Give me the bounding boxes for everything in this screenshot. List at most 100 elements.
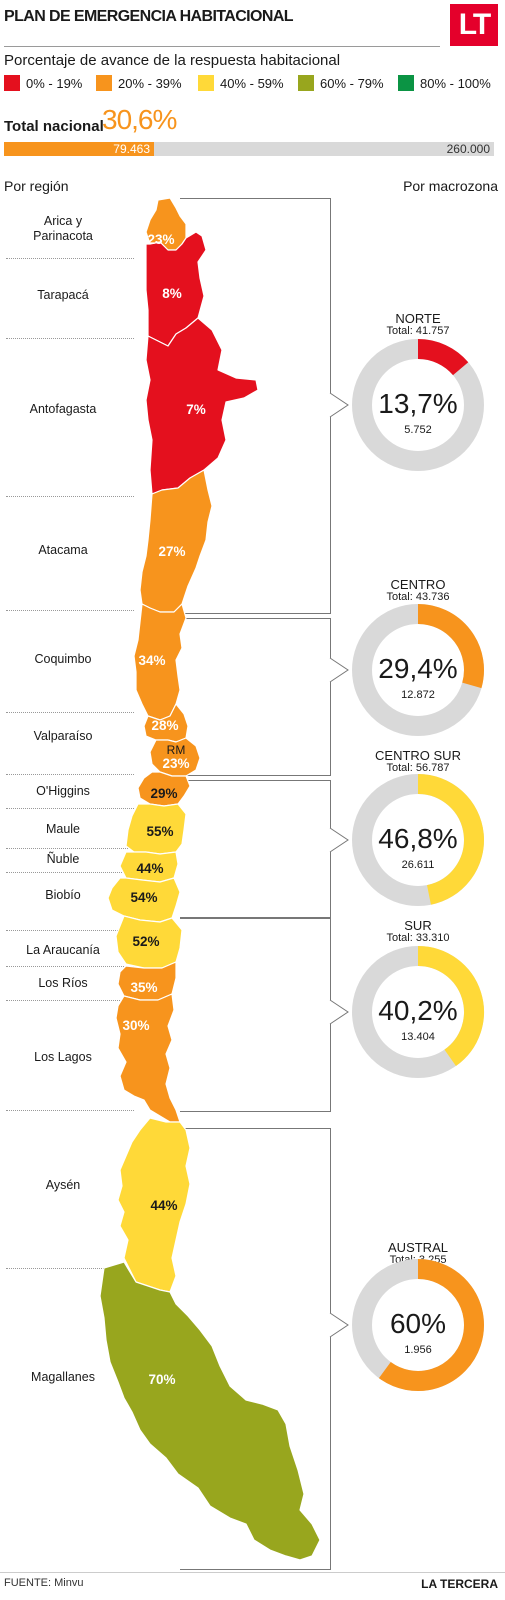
national-progress-fill [4, 142, 154, 156]
region-name-antofagasta: Antofagasta [29, 402, 97, 416]
legend-item: 20% - 39% [96, 75, 182, 93]
footer-divider [0, 1572, 505, 1573]
donut-arc-sur [417, 946, 484, 1066]
region-separator [6, 966, 134, 967]
donut-done-austral: 1.956 [404, 1344, 432, 1356]
map-region-nuble [119, 851, 179, 883]
legend-label: 80% - 100% [420, 76, 491, 91]
map-label-rm: 23% [162, 756, 189, 771]
map-label-los-rios: 35% [130, 980, 157, 995]
map-region-atacama [139, 469, 213, 613]
macrozone-total-centro: Total: 43.736 [386, 591, 450, 603]
region-separator [6, 774, 134, 775]
legend-swatch [298, 75, 314, 91]
map-region-antofagasta [145, 317, 259, 495]
legend-swatch [4, 75, 20, 91]
macrozone-name-centro: CENTRO [390, 577, 446, 592]
region-name-arica-y-parinacota: Arica y Parinacota [33, 214, 93, 243]
map-region-ohiggins [137, 771, 191, 807]
map-label-la-araucania: 52% [132, 934, 159, 949]
donut-percent-norte: 13,7% [378, 388, 457, 419]
donut-percent-austral: 60% [390, 1308, 446, 1339]
region-separator [6, 872, 134, 873]
macrozone-name-norte: NORTE [395, 311, 441, 326]
region-name-maule: Maule [45, 822, 81, 836]
by-macrozone-header: Por macrozona [403, 178, 498, 194]
legend-swatch [398, 75, 414, 91]
legend-swatch [198, 75, 214, 91]
region-name-tarapaca: Tarapacá [37, 288, 89, 302]
region-separator [6, 610, 134, 611]
region-separator [6, 848, 134, 849]
map-region-coquimbo [133, 603, 187, 721]
map-label-nuble: 44% [136, 861, 163, 876]
donut-percent-centro-sur: 46,8% [378, 823, 457, 854]
region-name-los-rios: Los Ríos [38, 976, 88, 990]
map-label-antofagasta: 7% [186, 402, 206, 417]
legend-label: 20% - 39% [118, 76, 182, 91]
map-label-aysen: 44% [150, 1198, 177, 1213]
map-label-los-lagos: 30% [122, 1018, 149, 1033]
donut-arc-centro [417, 604, 484, 689]
map-label-coquimbo: 34% [138, 653, 165, 668]
legend-label: 40% - 59% [220, 76, 284, 91]
region-name-aysen: Aysén [45, 1178, 81, 1192]
region-separator [6, 1268, 134, 1269]
legend-label: 0% - 19% [26, 76, 83, 91]
region-name-la-araucania: La Araucanía [26, 943, 100, 957]
bracket-pointer [329, 999, 349, 1025]
map-label-rm-name: RM [167, 743, 186, 757]
donut-done-centro: 12.872 [401, 689, 435, 701]
map-label-ohiggins: 29% [150, 786, 177, 801]
donut-done-centro-sur: 26.611 [402, 859, 435, 871]
map-label-magallanes: 70% [148, 1372, 175, 1387]
legend-item: 0% - 19% [4, 75, 82, 93]
national-total-label: Total nacional [4, 118, 104, 135]
region-separator [6, 1000, 134, 1001]
donut-percent-sur: 40,2% [378, 995, 457, 1026]
region-name-magallanes: Magallanes [31, 1370, 95, 1384]
region-separator [6, 712, 134, 713]
bracket-pointer [329, 392, 349, 418]
donut-done-sur: 13.404 [401, 1031, 435, 1043]
national-goal-value: 260.000 [446, 142, 490, 156]
region-name-nuble: Ñuble [46, 852, 80, 866]
donut-done-norte: 5.752 [404, 424, 432, 436]
region-name-coquimbo: Coquimbo [34, 652, 92, 666]
by-region-header: Por región [4, 178, 69, 194]
chart-subtitle: Porcentaje de avance de la respuesta hab… [4, 52, 341, 69]
national-total-percent: 30,6% [102, 104, 177, 135]
region-separator [6, 808, 134, 809]
region-separator [6, 258, 134, 259]
region-name-biobio: Biobío [45, 888, 81, 902]
map-region-tarapaca [145, 231, 207, 347]
brand-logo: LT [450, 4, 498, 46]
map-label-tarapaca: 8% [162, 286, 182, 301]
macrozone-total-centro-sur: Total: 56.787 [386, 762, 450, 774]
region-name-los-lagos: Los Lagos [34, 1050, 92, 1064]
map-label-maule: 55% [146, 824, 173, 839]
region-name-atacama: Atacama [38, 543, 88, 557]
map-label-valparaiso: 28% [151, 718, 178, 733]
publisher-brand: LA TERCERA [421, 1577, 498, 1591]
bracket-pointer [329, 827, 349, 853]
page-title: PLAN DE EMERGENCIA HABITACIONAL [4, 8, 294, 25]
source-note: FUENTE: Minvu [4, 1577, 84, 1589]
macrozone-name-centro-sur: CENTRO SUR [375, 748, 461, 763]
map-label-atacama: 27% [158, 544, 185, 559]
bracket-centro [180, 618, 331, 776]
donut-arc-norte [417, 339, 469, 376]
bracket-austral [180, 1128, 331, 1570]
legend-item: 60% - 79% [298, 75, 384, 93]
region-separator [6, 496, 134, 497]
map-region-rm [149, 737, 201, 777]
region-separator [6, 1110, 134, 1111]
title-divider [4, 46, 440, 47]
legend-item: 80% - 100% [398, 75, 491, 93]
bracket-pointer [329, 657, 349, 683]
region-separator [6, 338, 134, 339]
national-done-value: 79.463 [113, 142, 150, 156]
map-label-biobio: 54% [130, 890, 157, 905]
